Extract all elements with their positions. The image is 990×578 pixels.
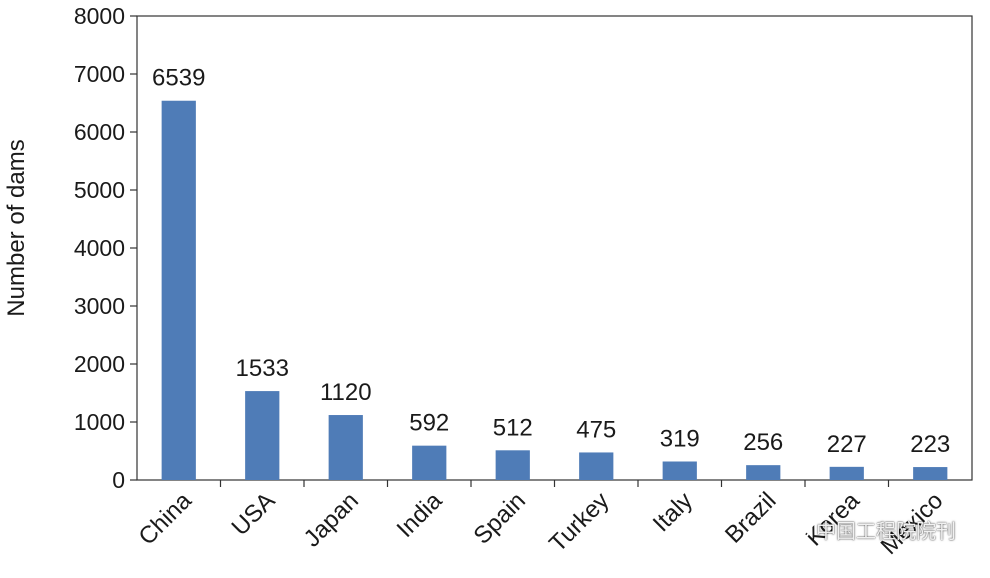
bar-value-label: 256 xyxy=(743,429,783,456)
bar-china xyxy=(161,100,196,480)
bar-brazil xyxy=(746,465,781,480)
bar-japan xyxy=(328,415,363,480)
y-tick-label: 6000 xyxy=(74,119,125,145)
x-tick-label-japan: Japan xyxy=(299,487,364,552)
bar-india xyxy=(412,445,447,480)
bar-turkey xyxy=(579,452,614,480)
bar-korea xyxy=(829,466,864,480)
bar-value-label: 475 xyxy=(576,416,616,443)
y-tick-label: 3000 xyxy=(74,293,125,319)
bar-value-label: 6539 xyxy=(152,65,205,92)
x-tick-label-india: India xyxy=(392,487,448,543)
y-tick-label: 2000 xyxy=(74,351,125,377)
y-tick-label: 4000 xyxy=(74,235,125,261)
bars xyxy=(161,100,948,480)
x-tick-label-italy: Italy xyxy=(648,487,698,537)
y-tick-label: 0 xyxy=(112,467,125,493)
y-tick-label: 7000 xyxy=(74,61,125,87)
bar-value-label: 223 xyxy=(910,431,950,458)
x-tick-label-korea: Korea xyxy=(801,487,866,552)
bar-value-label: 592 xyxy=(409,410,449,437)
bar-mexico xyxy=(913,467,948,480)
bar-value-label: 319 xyxy=(660,425,700,452)
y-tick-label: 1000 xyxy=(74,409,125,435)
x-tick-label-mexico: Mexico xyxy=(876,487,949,560)
x-tick-label-turkey: Turkey xyxy=(544,487,614,557)
x-tick-label-china: China xyxy=(134,487,198,551)
x-axis: China USA Japan India Spain Turkey Italy Brazil… xyxy=(134,480,949,560)
y-tick-label: 8000 xyxy=(74,3,125,29)
bar-spain xyxy=(495,450,530,480)
y-tick-label: 5000 xyxy=(74,177,125,203)
y-axis: 0 1000 2000 3000 4000 5000 6000 7000 8000 xyxy=(74,3,137,493)
bar-usa xyxy=(245,391,280,480)
x-tick-label-spain: Spain xyxy=(468,487,531,550)
bar-value-label: 227 xyxy=(827,431,867,458)
bar-italy xyxy=(662,461,697,480)
bar-labels: 6539 1533 1120 592 512 475 319 256 227 223 xyxy=(152,65,950,458)
y-axis-title: Number of dams xyxy=(3,139,30,316)
bar-value-label: 512 xyxy=(493,414,533,441)
bar-value-label: 1533 xyxy=(236,355,289,382)
x-tick-label-usa: USA xyxy=(226,487,280,541)
bar-value-label: 1120 xyxy=(320,379,372,406)
x-tick-label-brazil: Brazil xyxy=(720,487,782,549)
